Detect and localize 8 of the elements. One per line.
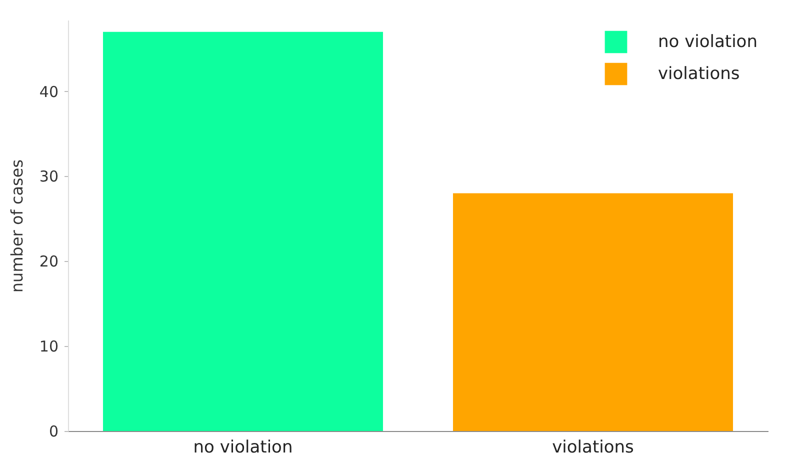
- legend-label: no violation: [658, 32, 758, 52]
- y-tick-label: 30: [39, 168, 58, 186]
- y-tick-label: 10: [39, 338, 58, 356]
- legend-label: violations: [658, 64, 740, 84]
- y-tick-label: 20: [39, 252, 58, 271]
- y-axis-title: number of cases: [7, 159, 26, 293]
- y-tick-label: 40: [39, 82, 58, 101]
- y-tick-label: 0: [48, 422, 58, 440]
